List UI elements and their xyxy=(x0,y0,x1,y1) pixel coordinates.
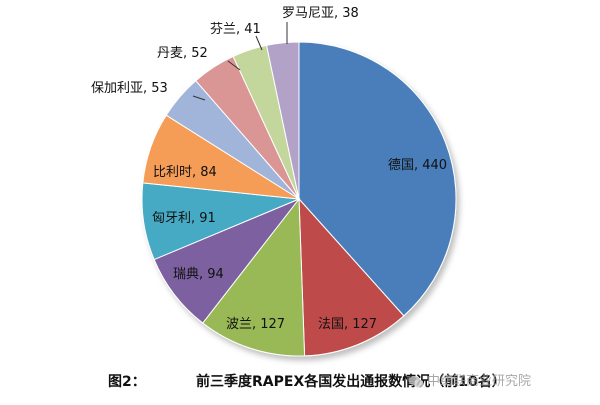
leader-line-8 xyxy=(227,60,241,71)
slice-label-10: 罗马尼亚, 38 xyxy=(282,6,359,21)
leader-lines xyxy=(192,22,288,101)
caption-text: 前三季度RAPEX各国发出通报数情况（前10名） xyxy=(196,374,506,390)
pie-slice-2 xyxy=(298,197,405,357)
slice-labels: 德国, 440 法国, 127 波兰, 127 瑞典, 94 匈牙利, 91 比利时, 8… xyxy=(91,6,447,332)
caption-label: 图2： xyxy=(108,374,146,390)
slice-label-3: 波兰, 127 xyxy=(226,317,285,332)
slice-label-4: 瑞典, 94 xyxy=(173,267,224,282)
pie-slice-10 xyxy=(265,41,300,200)
leader-line-7 xyxy=(192,95,206,101)
wechat-icon xyxy=(408,375,424,387)
figure-caption: 图2： 前三季度RAPEX各国发出通报数情况（前10名） xyxy=(70,371,600,391)
slice-label-6: 比利时, 84 xyxy=(153,165,217,180)
leader-line-9 xyxy=(255,35,263,51)
slice-label-8: 丹麦, 52 xyxy=(157,46,208,61)
slice-label-9: 芬兰, 41 xyxy=(210,22,261,37)
slice-label-5: 匈牙利, 91 xyxy=(152,211,216,226)
watermark-text: 中纺联商业研究院 xyxy=(427,374,532,389)
pie-slice-1 xyxy=(298,41,457,317)
slice-label-2: 法国, 127 xyxy=(318,317,377,332)
slice-label-1: 德国, 440 xyxy=(388,158,447,173)
slice-label-7: 保加利亚, 53 xyxy=(91,81,168,96)
pie-slice-3 xyxy=(202,197,306,357)
pie-slices xyxy=(141,41,457,357)
watermark: 中纺联商业研究院 xyxy=(408,370,531,392)
